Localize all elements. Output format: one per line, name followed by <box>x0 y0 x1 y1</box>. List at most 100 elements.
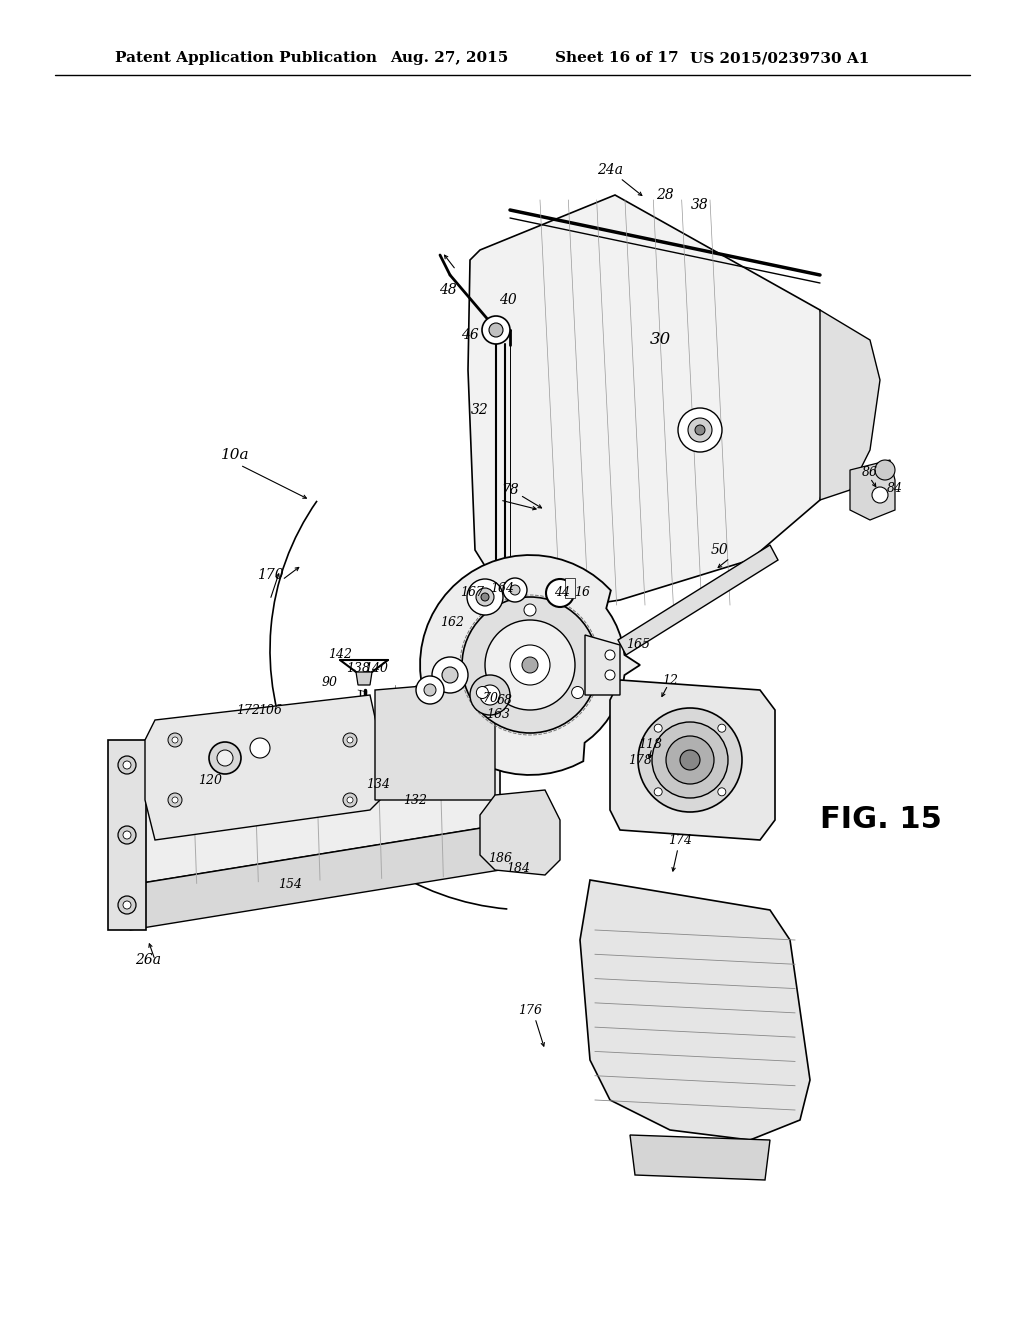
Polygon shape <box>375 680 495 800</box>
Circle shape <box>678 408 722 451</box>
Polygon shape <box>630 1135 770 1180</box>
Circle shape <box>652 722 728 799</box>
Text: 172: 172 <box>236 704 260 717</box>
Circle shape <box>347 737 353 743</box>
Circle shape <box>172 797 178 803</box>
Circle shape <box>654 725 663 733</box>
Circle shape <box>168 793 182 807</box>
Circle shape <box>347 797 353 803</box>
Text: 84: 84 <box>887 482 903 495</box>
Polygon shape <box>820 310 880 500</box>
Text: 164: 164 <box>490 582 514 594</box>
Text: 16: 16 <box>574 586 590 598</box>
Text: 154: 154 <box>278 879 302 891</box>
Circle shape <box>872 487 888 503</box>
Text: Patent Application Publication: Patent Application Publication <box>115 51 377 65</box>
Circle shape <box>209 742 241 774</box>
Circle shape <box>638 708 742 812</box>
Polygon shape <box>420 554 640 775</box>
Circle shape <box>118 756 136 774</box>
Text: 106: 106 <box>258 704 282 717</box>
Circle shape <box>680 750 700 770</box>
Circle shape <box>172 737 178 743</box>
Text: 118: 118 <box>638 738 662 751</box>
Polygon shape <box>468 195 845 610</box>
Circle shape <box>654 788 663 796</box>
Text: 186: 186 <box>488 851 512 865</box>
Text: 184: 184 <box>506 862 530 874</box>
Text: 176: 176 <box>518 1003 542 1016</box>
Circle shape <box>489 323 503 337</box>
Circle shape <box>476 587 494 606</box>
Circle shape <box>118 896 136 913</box>
Polygon shape <box>480 789 560 875</box>
Circle shape <box>510 585 520 595</box>
Polygon shape <box>130 696 500 884</box>
Text: 170: 170 <box>257 568 284 582</box>
Text: 48: 48 <box>439 282 457 297</box>
Circle shape <box>123 832 131 840</box>
Circle shape <box>718 788 726 796</box>
Circle shape <box>482 315 510 345</box>
Circle shape <box>546 579 574 607</box>
Circle shape <box>343 793 357 807</box>
Text: 142: 142 <box>328 648 352 661</box>
Polygon shape <box>585 635 620 696</box>
Text: 132: 132 <box>403 793 427 807</box>
Polygon shape <box>356 672 372 685</box>
Circle shape <box>250 738 270 758</box>
Circle shape <box>476 686 488 698</box>
Circle shape <box>605 649 615 660</box>
Text: 32: 32 <box>471 403 488 417</box>
Text: 178: 178 <box>628 754 652 767</box>
Text: 167: 167 <box>460 586 484 598</box>
Circle shape <box>118 826 136 843</box>
Circle shape <box>571 686 584 698</box>
Circle shape <box>168 733 182 747</box>
Circle shape <box>123 762 131 770</box>
Text: 165: 165 <box>626 639 650 652</box>
Polygon shape <box>850 459 895 520</box>
Circle shape <box>467 579 503 615</box>
Text: 44: 44 <box>554 586 570 598</box>
Text: 90: 90 <box>322 676 338 689</box>
Text: 24a: 24a <box>597 162 623 177</box>
Circle shape <box>480 685 500 705</box>
Text: 140: 140 <box>364 661 388 675</box>
Circle shape <box>481 593 489 601</box>
Text: 138: 138 <box>346 661 370 675</box>
Text: Aug. 27, 2015: Aug. 27, 2015 <box>390 51 508 65</box>
Circle shape <box>605 671 615 680</box>
Text: 78: 78 <box>501 483 519 498</box>
Text: 40: 40 <box>499 293 517 308</box>
Circle shape <box>462 597 598 733</box>
Circle shape <box>666 737 714 784</box>
Circle shape <box>470 675 510 715</box>
Circle shape <box>343 733 357 747</box>
Circle shape <box>510 645 550 685</box>
Text: 46: 46 <box>461 327 479 342</box>
Circle shape <box>416 676 444 704</box>
Circle shape <box>217 750 233 766</box>
Circle shape <box>524 605 536 616</box>
Text: 30: 30 <box>649 331 671 348</box>
Text: 50: 50 <box>711 543 729 557</box>
Text: 26a: 26a <box>135 953 161 968</box>
Circle shape <box>432 657 468 693</box>
Circle shape <box>442 667 458 682</box>
Circle shape <box>424 684 436 696</box>
Polygon shape <box>108 741 146 931</box>
Text: 120: 120 <box>198 774 222 787</box>
Text: 38: 38 <box>691 198 709 213</box>
Text: FIG. 15: FIG. 15 <box>820 805 942 834</box>
Polygon shape <box>565 578 575 598</box>
Text: 163: 163 <box>486 709 510 722</box>
Text: 162: 162 <box>440 615 464 628</box>
Text: 134: 134 <box>366 779 390 792</box>
Text: 28: 28 <box>656 187 674 202</box>
Polygon shape <box>145 696 380 840</box>
Polygon shape <box>130 825 500 931</box>
Circle shape <box>874 459 895 480</box>
Text: 86: 86 <box>862 466 878 479</box>
Circle shape <box>485 620 575 710</box>
